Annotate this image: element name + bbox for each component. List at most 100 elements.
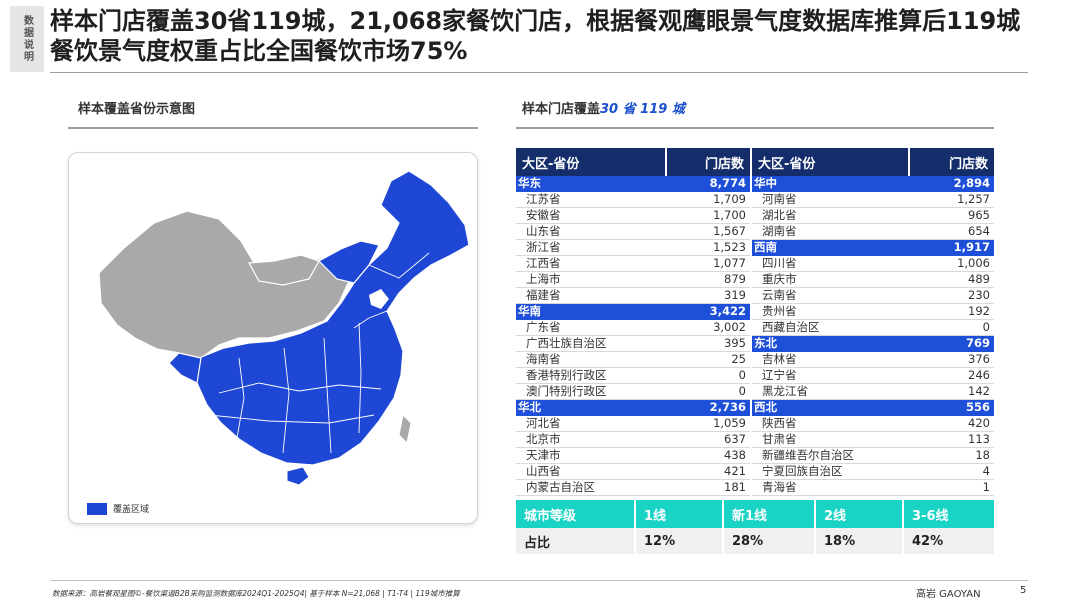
region-count: 3,422 xyxy=(666,303,752,321)
map-island-hainan xyxy=(286,466,310,486)
region-count: 769 xyxy=(909,335,994,353)
map-bohai-sea xyxy=(369,289,389,309)
map-province-borders xyxy=(208,252,430,454)
table-row: 浙江省 1,523 西南 1,917 xyxy=(516,239,994,257)
province-count: 25 xyxy=(666,351,752,369)
province-name: 吉林省 xyxy=(751,351,909,369)
tier-header-label: 城市等级 xyxy=(516,500,636,528)
province-table-header: 大区-省份 门店数 大区-省份 门店数 xyxy=(516,148,994,176)
china-coverage-map xyxy=(98,170,470,486)
tier-header-2: 2线 xyxy=(816,500,904,528)
table-row: 华北 2,736 西北 556 xyxy=(516,399,994,417)
province-name: 黑龙江省 xyxy=(751,383,909,401)
province-count: 1,709 xyxy=(666,191,752,209)
table-row: 华南 3,422 贵州省 192 xyxy=(516,303,994,321)
province-name: 上海市 xyxy=(516,271,666,289)
table-row: 北京市 637 甘肃省 113 xyxy=(516,431,994,449)
province-count: 1,567 xyxy=(666,223,752,241)
province-count: 1,006 xyxy=(909,255,994,273)
table-heading-prefix: 样本门店覆盖 xyxy=(522,102,601,117)
province-name: 海南省 xyxy=(516,351,666,369)
province-count: 395 xyxy=(666,335,752,353)
map-heading: 样本覆盖省份示意图 xyxy=(78,102,196,117)
province-count: 319 xyxy=(666,287,752,305)
province-name: 北京市 xyxy=(516,431,666,449)
province-count: 965 xyxy=(909,207,994,225)
province-count: 1,523 xyxy=(666,239,752,257)
province-count: 489 xyxy=(909,271,994,289)
province-unit: 省 xyxy=(618,102,641,117)
table-row: 江苏省 1,709 河南省 1,257 xyxy=(516,191,994,209)
province-count: 230 xyxy=(909,287,994,305)
province-name: 西藏自治区 xyxy=(751,319,909,337)
province-name: 陕西省 xyxy=(751,415,909,433)
map-region-covered-main xyxy=(196,170,470,466)
region-name: 华东 xyxy=(516,176,666,193)
region-name: 华北 xyxy=(516,399,666,417)
province-name: 福建省 xyxy=(516,287,666,305)
tier-value-1: 12% xyxy=(636,528,724,554)
region-name: 西北 xyxy=(751,399,909,417)
map-legend: 覆盖区域 xyxy=(87,502,149,515)
table-row: 江西省 1,077 四川省 1,006 xyxy=(516,255,994,273)
region-count: 2,894 xyxy=(909,176,994,193)
province-count: 438 xyxy=(666,447,752,465)
province-count: 654 xyxy=(909,223,994,241)
province-name: 天津市 xyxy=(516,447,666,465)
table-row: 上海市 879 重庆市 489 xyxy=(516,271,994,289)
page-title: 样本门店覆盖30省119城，21,068家餐饮门店，根据餐观鹰眼景气度数据库推算… xyxy=(50,7,1021,65)
province-count: 1,059 xyxy=(666,415,752,433)
tier-header-1: 1线 xyxy=(636,500,724,528)
table-row: 河北省 1,059 陕西省 420 xyxy=(516,415,994,433)
side-tag-text: 数据说明 xyxy=(21,15,33,63)
map-region-covered-tibet-edge xyxy=(168,352,202,384)
tier-value-3to6: 42% xyxy=(904,528,994,554)
tier-row-label: 占比 xyxy=(516,528,636,554)
province-count: 0 xyxy=(666,383,752,401)
map-region-uncovered-north xyxy=(248,254,320,286)
province-name: 安徽省 xyxy=(516,207,666,225)
province-name: 广西壮族自治区 xyxy=(516,335,666,353)
province-count: 3,002 xyxy=(666,319,752,337)
map-heading-divider xyxy=(68,127,478,129)
province-name: 湖南省 xyxy=(751,223,909,241)
table-row: 天津市 438 新疆维吾尔自治区 18 xyxy=(516,447,994,465)
province-count: 420 xyxy=(909,415,994,433)
table-row: 华东 8,774 华中 2,894 xyxy=(516,176,994,193)
province-name: 辽宁省 xyxy=(751,367,909,385)
table-row: 澳门特别行政区 0 黑龙江省 142 xyxy=(516,383,994,401)
region-count: 556 xyxy=(909,399,994,417)
province-count: 0 xyxy=(666,367,752,385)
province-count: 246 xyxy=(909,367,994,385)
tier-header-3to6: 3-6线 xyxy=(904,500,994,528)
table-row: 香港特别行政区 0 辽宁省 246 xyxy=(516,367,994,385)
province-name: 内蒙古自治区 xyxy=(516,479,666,497)
table-row: 安徽省 1,700 湖北省 965 xyxy=(516,207,994,225)
province-name: 浙江省 xyxy=(516,239,666,257)
province-name: 宁夏回族自治区 xyxy=(751,463,909,481)
province-count: 181 xyxy=(666,479,752,497)
region-count: 8,774 xyxy=(666,176,752,193)
province-name: 江苏省 xyxy=(516,191,666,209)
header-count-right: 门店数 xyxy=(909,148,994,176)
province-name: 湖北省 xyxy=(751,207,909,225)
province-count: 1,077 xyxy=(666,255,752,273)
province-count: 1 xyxy=(909,479,994,497)
province-name: 四川省 xyxy=(751,255,909,273)
city-count: 119 xyxy=(640,102,668,117)
region-name: 华南 xyxy=(516,303,666,321)
brand-name: 高岩 GAOYAN xyxy=(916,589,981,600)
city-unit: 城 xyxy=(667,102,685,117)
tier-value-row: 占比 12% 28% 18% 42% xyxy=(516,528,994,554)
title-divider xyxy=(50,72,1028,73)
legend-swatch xyxy=(87,502,107,515)
province-name: 香港特别行政区 xyxy=(516,367,666,385)
province-name: 新疆维吾尔自治区 xyxy=(751,447,909,465)
province-name: 河南省 xyxy=(751,191,909,209)
header-count-left: 门店数 xyxy=(666,148,752,176)
table-row: 广西壮族自治区 395 东北 769 xyxy=(516,335,994,353)
province-name: 江西省 xyxy=(516,255,666,273)
map-region-covered-northwest xyxy=(318,240,380,284)
table-row: 广东省 3,002 西藏自治区 0 xyxy=(516,319,994,337)
province-count: 113 xyxy=(909,431,994,449)
